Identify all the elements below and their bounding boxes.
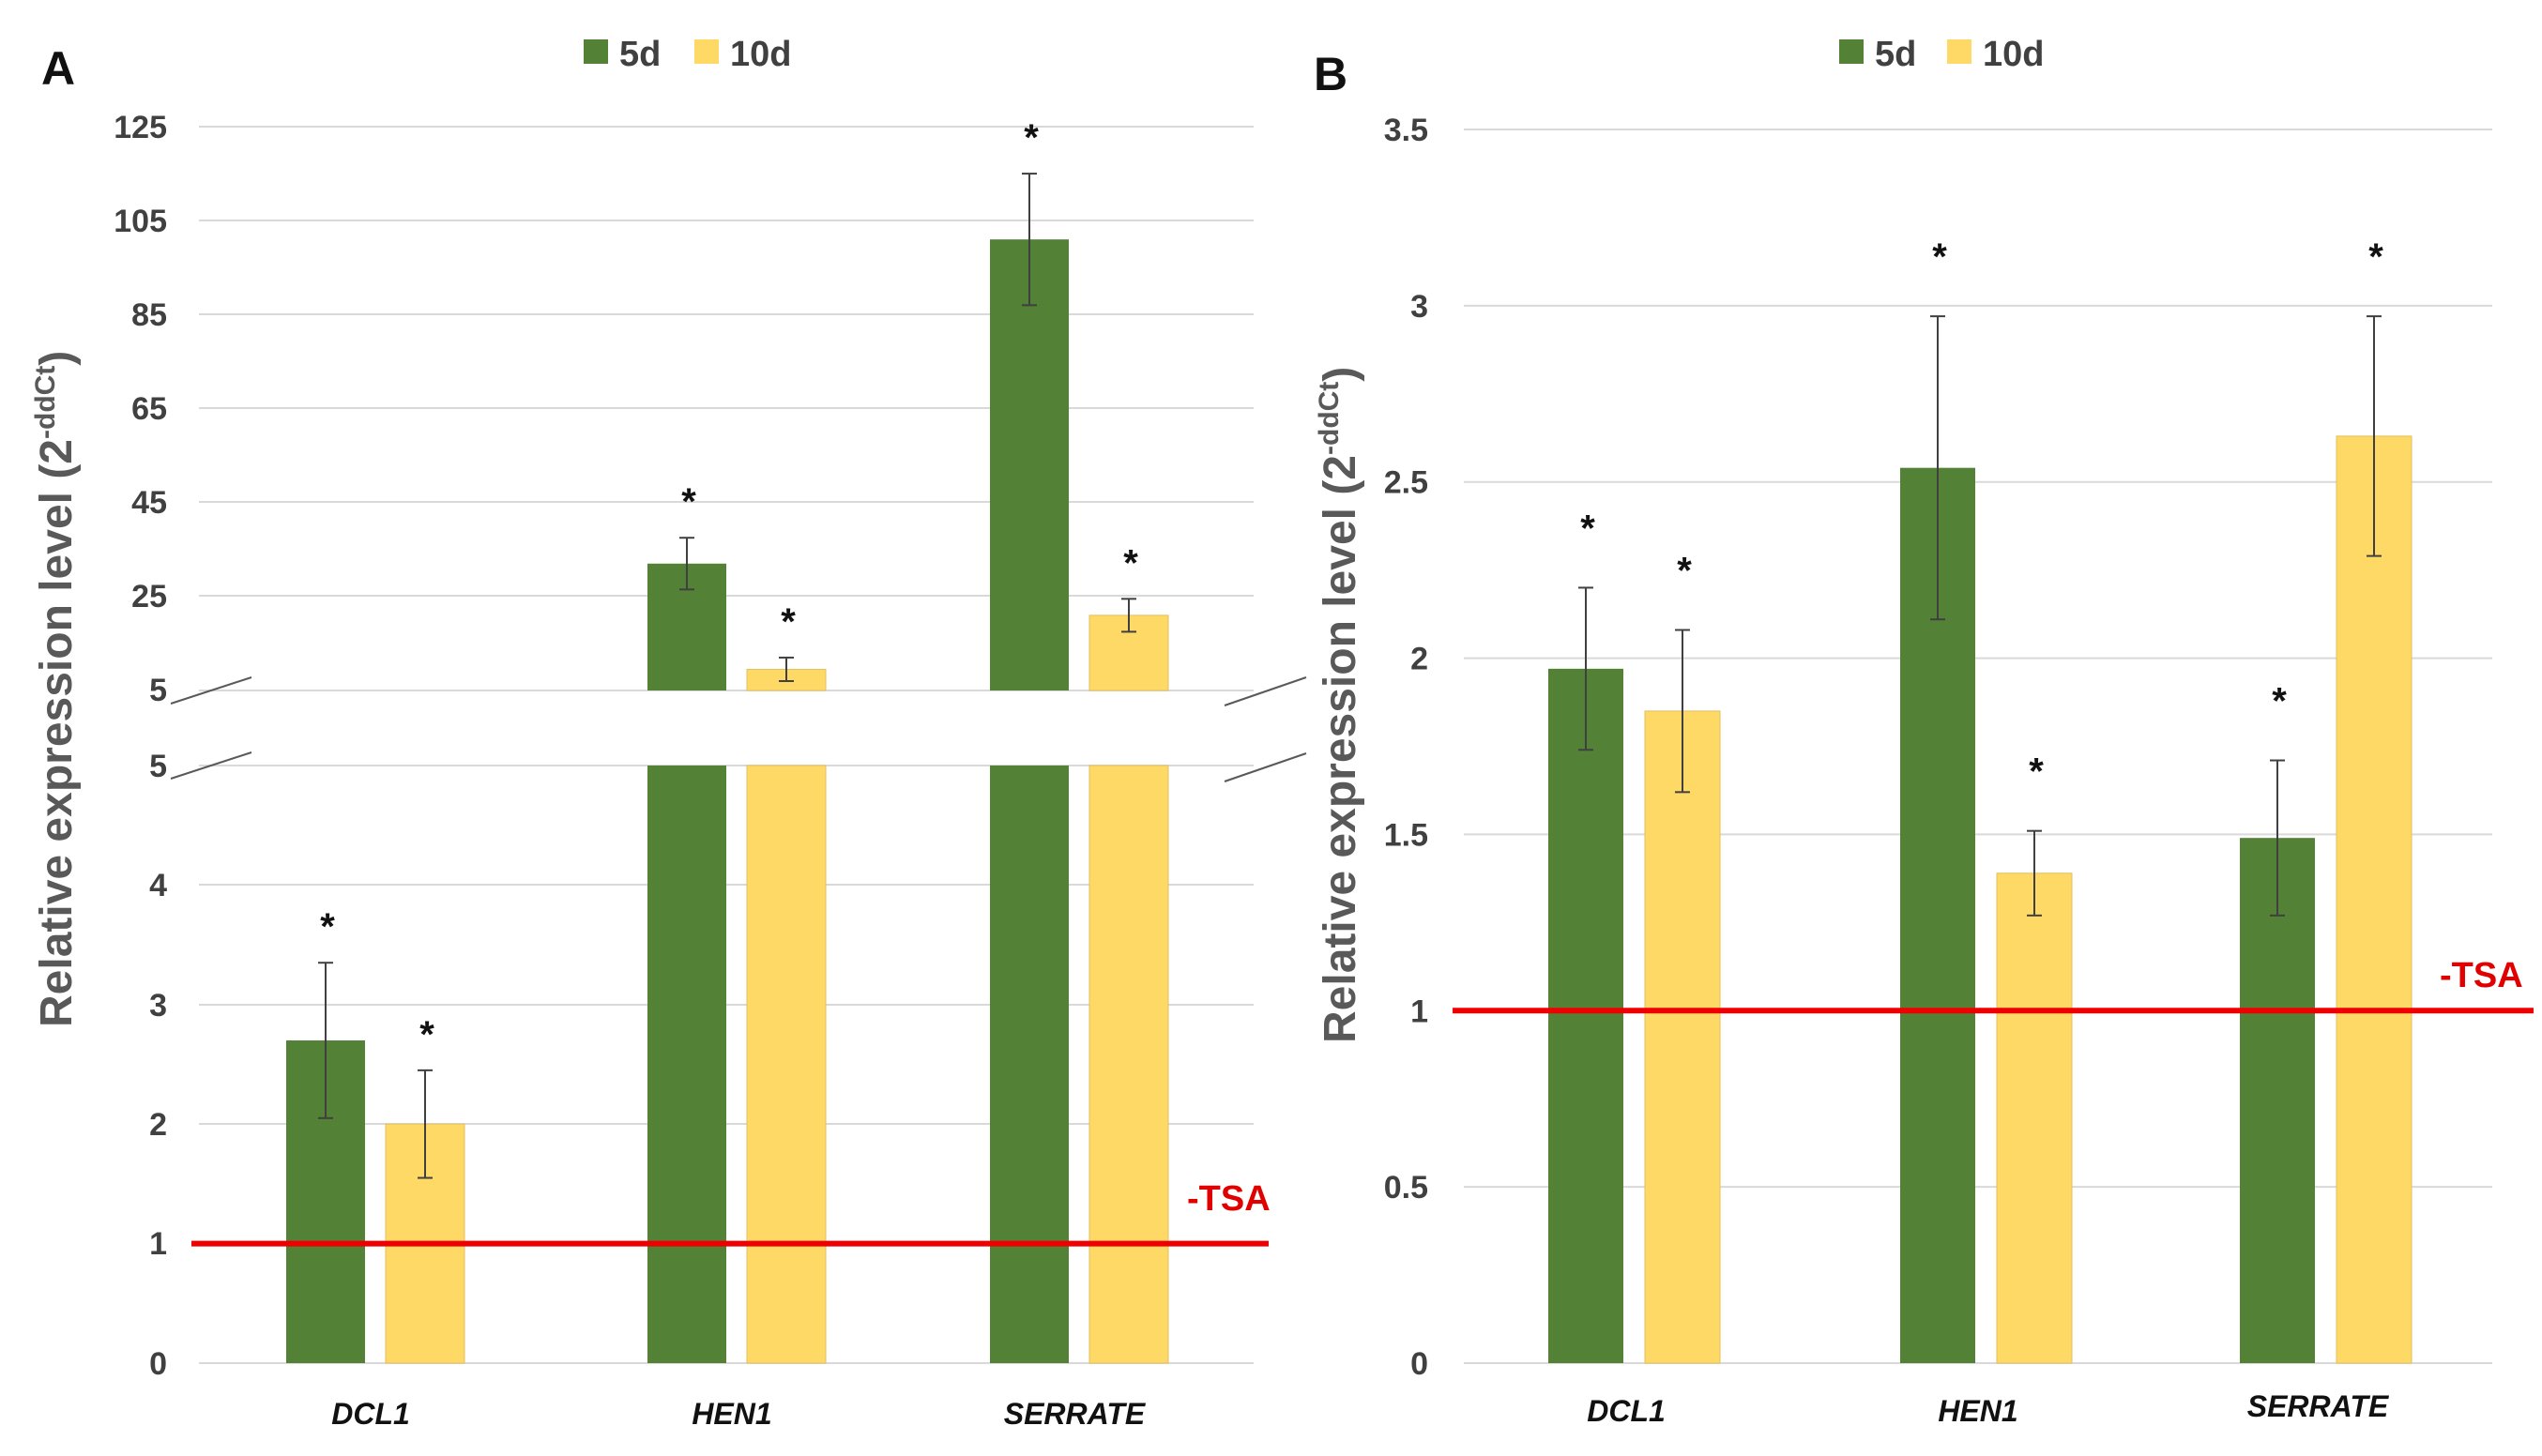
- bar-b-dcl1-5d: [1548, 668, 1623, 1363]
- legend-swatch-b-5d: [1839, 39, 1864, 64]
- tick-b-3-5: 3.5: [1384, 113, 1428, 148]
- y-axis-title-a: Relative expression level (2-ddCt): [30, 351, 82, 1027]
- category-label-a-serrate: SERRATE: [1004, 1397, 1147, 1431]
- significance-star-b-serrate-10d: *: [2368, 236, 2383, 278]
- significance-star-b-dcl1-10d: *: [1677, 551, 1692, 592]
- y-axis-title-b-close: ): [1316, 367, 1365, 382]
- significance-star-b-hen1-10d: *: [2029, 751, 2044, 793]
- legend-label-b-5d: 5d: [1875, 35, 1916, 74]
- tick-a-lower-1: 1: [149, 1226, 167, 1262]
- legend-a: 5d 10d: [584, 35, 791, 74]
- legend-swatch-b-10d: [1947, 39, 1971, 64]
- tick-a-lower-5: 5: [149, 749, 167, 784]
- tick-b-1: 1: [1410, 993, 1428, 1029]
- significance-star-b-hen1-5d: *: [1932, 236, 1947, 278]
- bar-b-serrate-10d: [2336, 435, 2413, 1364]
- significance-star-a-hen1-10d: *: [781, 601, 796, 643]
- tick-b-0-5: 0.5: [1384, 1170, 1428, 1206]
- tick-a-upper-5: 5: [149, 673, 167, 708]
- legend-label-5d: 5d: [619, 35, 661, 74]
- significance-star-b-serrate-5d: *: [2272, 681, 2287, 722]
- category-label-b-serrate: SERRATE: [2247, 1389, 2390, 1423]
- y-axis-title-a-sup: -ddCt: [30, 366, 61, 439]
- panel-a: A 5d 10d Relative expression level (2-dd…: [30, 35, 1307, 1431]
- legend-swatch-10d: [694, 39, 719, 64]
- bar-a-serrate-10d-lower: [1088, 765, 1169, 1364]
- significance-star-a-dcl1-5d: *: [320, 906, 335, 948]
- tick-a-upper-125: 125: [114, 110, 167, 145]
- panel-label-a: A: [41, 42, 75, 95]
- category-label-b-hen1: HEN1: [1938, 1394, 2017, 1428]
- axis-break-a-left-upper: [170, 676, 252, 705]
- tick-b-0: 0: [1410, 1346, 1428, 1382]
- axis-break-a-right-lower: [1224, 752, 1307, 782]
- y-axis-title-a-main: Relative expression level (2: [32, 439, 82, 1027]
- panel-b: B 5d 10d Relative expression level (2-dd…: [1314, 35, 2534, 1428]
- tick-b-2: 2: [1410, 642, 1428, 677]
- bar-a-serrate-5d-upper: [990, 239, 1069, 690]
- y-axis-title-b-main: Relative expression level (2: [1316, 455, 1365, 1043]
- bar-a-hen1-5d-lower: [647, 766, 726, 1363]
- tick-b-2-5: 2.5: [1384, 465, 1428, 501]
- tick-a-upper-25: 25: [131, 579, 167, 614]
- legend-b: 5d 10d: [1839, 35, 2044, 74]
- tick-a-upper-65: 65: [131, 391, 167, 427]
- reference-label-b: -TSA: [2440, 956, 2523, 995]
- panel-label-b: B: [1314, 48, 1347, 100]
- significance-star-b-dcl1-5d: *: [1580, 508, 1595, 549]
- tick-a-lower-2: 2: [149, 1107, 167, 1143]
- tick-a-upper-45: 45: [131, 485, 167, 521]
- bar-b-dcl1-10d: [1644, 710, 1721, 1364]
- significance-star-a-serrate-10d: *: [1123, 542, 1138, 584]
- significance-star-a-dcl1-10d: *: [419, 1014, 434, 1055]
- significance-star-a-serrate-5d: *: [1024, 117, 1039, 159]
- tick-a-lower-0: 0: [149, 1346, 167, 1382]
- bar-a-serrate-5d-lower: [990, 766, 1069, 1363]
- tick-a-upper-85: 85: [131, 297, 167, 333]
- significance-star-a-hen1-5d: *: [681, 481, 696, 523]
- reference-label-a: -TSA: [1187, 1179, 1271, 1219]
- category-label-a-hen1: HEN1: [692, 1397, 771, 1431]
- category-label-a-dcl1: DCL1: [331, 1397, 410, 1431]
- y-axis-title-a-close: ): [32, 351, 82, 366]
- tick-b-3: 3: [1410, 289, 1428, 325]
- legend-label-10d: 10d: [730, 35, 791, 74]
- bar-b-hen1-10d: [1996, 872, 2073, 1364]
- axis-break-a-right-upper: [1224, 676, 1307, 706]
- tick-a-lower-3: 3: [149, 988, 167, 1024]
- bar-a-hen1-10d-lower: [746, 765, 827, 1364]
- category-label-b-dcl1: DCL1: [1587, 1394, 1666, 1428]
- axis-break-a-left-lower: [170, 751, 252, 780]
- tick-a-upper-105: 105: [114, 204, 167, 239]
- bar-b-serrate-5d: [2240, 838, 2315, 1363]
- y-axis-title-b: Relative expression level (2-ddCt): [1314, 367, 1365, 1043]
- tick-b-1-5: 1.5: [1384, 817, 1428, 853]
- bars-a: * * * * * *: [286, 117, 1169, 1364]
- y-axis-title-b-sup: -ddCt: [1314, 382, 1345, 455]
- legend-label-b-10d: 10d: [1983, 35, 2044, 74]
- ticks-b: 0 0.5 1 1.5 2 2.5 3 3.5: [1384, 113, 1428, 1382]
- tick-a-lower-4: 4: [149, 868, 167, 903]
- bars-b: * * * * * *: [1548, 236, 2413, 1364]
- legend-swatch-5d: [584, 39, 608, 64]
